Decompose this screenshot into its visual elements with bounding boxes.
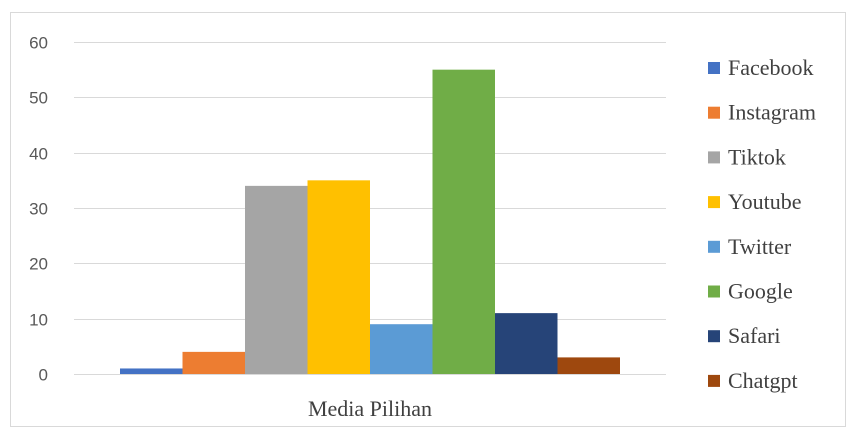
y-tick-label: 10 — [29, 311, 48, 330]
legend-item-tiktok: Tiktok — [708, 144, 786, 169]
legend-label: Instagram — [728, 100, 816, 125]
y-tick-label: 20 — [29, 255, 48, 274]
legend-item-twitter: Twitter — [708, 234, 792, 259]
legend-item-youtube: Youtube — [708, 189, 802, 214]
legend: Facebook Instagram Tiktok Youtube Twitter Goo… — [708, 55, 816, 393]
y-tick-label: 30 — [29, 200, 48, 219]
legend-item-facebook: Facebook — [708, 55, 814, 80]
legend-label: Twitter — [728, 234, 792, 259]
bar-twitter — [370, 324, 433, 374]
bar-facebook — [120, 368, 183, 374]
legend-label: Tiktok — [728, 144, 786, 169]
legend-item-instagram: Instagram — [708, 100, 816, 125]
y-tick-label: 50 — [29, 89, 48, 108]
bar-chatgpt — [557, 357, 620, 374]
legend-item-chatgpt: Chatgpt — [708, 368, 798, 393]
bar-safari — [495, 313, 558, 374]
bar-youtube — [307, 180, 370, 374]
legend-swatch — [708, 240, 720, 253]
legend-item-safari: Safari — [708, 323, 781, 348]
legend-label: Chatgpt — [728, 368, 798, 393]
legend-label: Youtube — [728, 189, 802, 214]
legend-swatch — [708, 106, 720, 119]
legend-swatch — [708, 330, 720, 343]
y-tick-label: 60 — [29, 34, 48, 53]
y-tick-label: 0 — [39, 366, 48, 385]
y-tick-label: 40 — [29, 145, 48, 164]
legend-swatch — [708, 62, 720, 74]
bar-instagram — [182, 351, 245, 374]
legend-label: Facebook — [728, 55, 814, 80]
x-category-label: Media Pilihan — [308, 396, 432, 421]
legend-label: Google — [728, 279, 793, 304]
bar-google — [432, 69, 495, 375]
legend-swatch — [708, 151, 720, 164]
gridlines — [74, 42, 666, 375]
y-axis-ticks: 0 10 20 30 40 50 60 — [29, 34, 48, 385]
legend-item-google: Google — [708, 279, 793, 304]
legend-swatch — [708, 374, 720, 387]
legend-swatch — [708, 196, 720, 209]
bars — [120, 69, 620, 375]
legend-label: Safari — [728, 323, 781, 348]
legend-swatch — [708, 285, 720, 298]
bar-tiktok — [245, 185, 308, 374]
x-axis-labels: Media Pilihan — [308, 396, 432, 421]
